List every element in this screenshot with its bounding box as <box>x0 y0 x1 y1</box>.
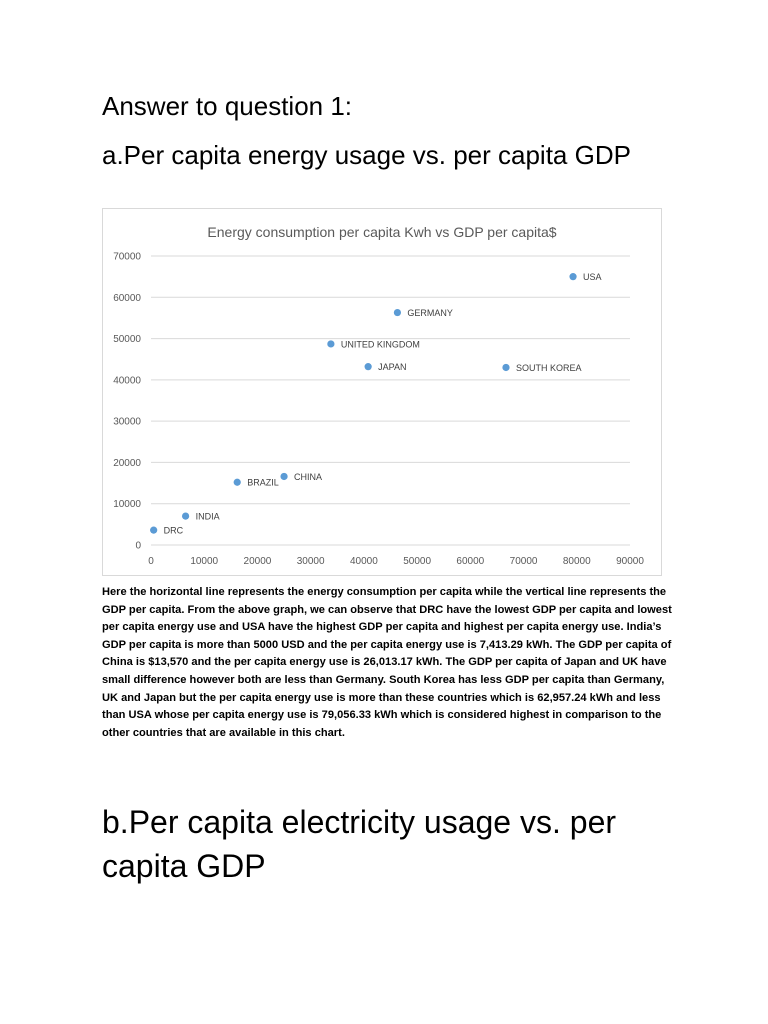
data-label: SOUTH KOREA <box>516 363 582 373</box>
data-label: CHINA <box>294 472 322 482</box>
y-tick-label: 60000 <box>113 293 141 304</box>
question-heading: Answer to question 1: <box>102 91 353 121</box>
x-tick-label: 90000 <box>616 556 644 567</box>
chart-title: Energy consumption per capita Kwh vs GDP… <box>207 224 556 240</box>
data-label: BRAZIL <box>247 478 279 488</box>
y-tick-label: 70000 <box>113 252 141 263</box>
x-tick-label: 80000 <box>563 556 591 567</box>
data-point-india <box>181 512 190 520</box>
data-point-germany <box>393 308 402 317</box>
y-tick-label: 10000 <box>113 499 141 510</box>
data-point-drc <box>150 526 158 534</box>
data-label: USA <box>583 272 602 282</box>
data-label: INDIA <box>196 512 220 522</box>
tick-layer: 0 10000 20000 30000 40000 50000 60000 70000 0 100… <box>113 252 644 568</box>
x-tick-label: 50000 <box>403 556 431 567</box>
x-tick-label: 40000 <box>350 556 378 567</box>
x-tick-label: 70000 <box>510 556 538 567</box>
point-layer: DRC INDIA BRAZIL CHINA UNITED KINGDOM JAPAN GE… <box>150 272 602 536</box>
data-point-japan <box>364 363 372 371</box>
data-point-brazil <box>233 478 241 486</box>
section-b-heading: b.Per capita electricity usage vs. per c… <box>102 804 617 884</box>
data-point-united-kingdom <box>327 340 335 348</box>
data-label: DRC <box>164 526 184 536</box>
data-label: GERMANY <box>407 308 453 318</box>
grid-layer <box>151 255 630 546</box>
x-tick-label: 0 <box>148 556 154 567</box>
y-tick-label: 50000 <box>113 334 141 345</box>
data-point-south-korea <box>502 363 510 372</box>
y-tick-label: 0 <box>135 541 141 552</box>
analysis-paragraph: Here the horizontal line represents the … <box>102 586 672 739</box>
data-point-china <box>280 472 288 481</box>
section-a-heading: a.Per capita energy usage vs. per capita… <box>102 140 631 170</box>
data-label: UNITED KINGDOM <box>341 339 420 349</box>
x-tick-label: 20000 <box>244 556 272 567</box>
y-tick-label: 20000 <box>113 458 141 469</box>
x-tick-label: 60000 <box>456 556 484 567</box>
x-tick-label: 30000 <box>297 556 325 567</box>
y-tick-label: 40000 <box>113 375 141 386</box>
x-tick-label: 10000 <box>190 556 218 567</box>
chart-svg: Energy consumption per capita Kwh vs GDP… <box>113 224 644 568</box>
data-point-usa <box>569 273 577 281</box>
scatter-chart: Energy consumption per capita Kwh vs GDP… <box>102 208 662 576</box>
data-label: JAPAN <box>378 362 406 372</box>
y-tick-label: 30000 <box>113 417 141 428</box>
